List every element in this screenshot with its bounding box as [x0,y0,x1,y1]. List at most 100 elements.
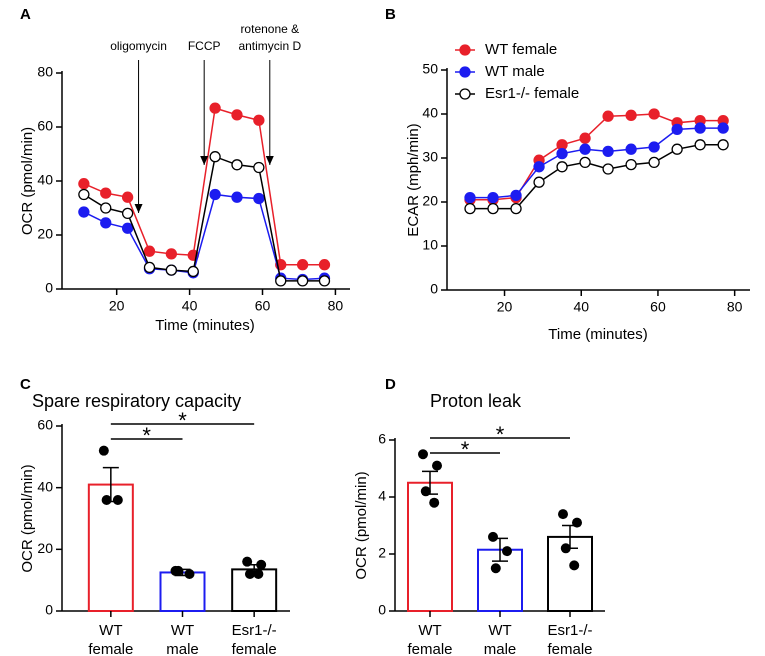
y-tick-label: 10 [422,237,438,253]
marker [121,191,134,203]
marker [209,151,221,163]
line [83,193,325,281]
x-axis-label: Time (minutes) [155,317,254,334]
y-tick-label: 60 [37,118,53,134]
marker [579,143,591,155]
y-axis-label: OCR (pmol/min) [353,471,370,579]
marker [318,275,331,287]
x-tick-label: 20 [109,298,125,314]
x-tick-label: male [166,641,199,656]
marker [671,123,683,136]
significance-label: * [178,408,187,433]
marker [579,132,591,144]
arrow-head [265,156,274,165]
data-point [572,517,582,528]
marker [648,108,660,120]
annotation: FCCP [188,39,221,53]
data-point [569,560,580,571]
data-point [244,569,255,579]
data-point [560,543,571,554]
data-point [98,445,109,456]
marker [717,122,729,134]
marker [253,114,265,126]
marker [625,109,637,121]
y-tick-label: 0 [378,602,386,618]
data-point [184,569,195,579]
data-point [173,565,184,576]
annotation: oligomycin [110,39,167,53]
y-tick-label: 20 [422,193,438,209]
x-tick-label: WT [488,622,511,639]
x-tick-label: 40 [573,299,589,315]
y-tick-label: 40 [37,172,53,188]
marker [694,122,706,134]
marker [296,259,309,271]
x-tick-label: 80 [328,298,344,314]
data-point [432,460,442,471]
marker [510,202,522,215]
data-point [420,486,431,497]
y-tick-label: 0 [45,602,53,618]
chart-title: Proton leak [430,391,522,411]
marker [648,156,660,169]
y-tick-label: 40 [37,478,53,494]
x-tick-label: female [407,641,452,656]
data-point [418,449,428,460]
marker [648,141,660,153]
y-tick-label: 20 [37,226,53,242]
marker [78,188,90,201]
legend-label: Esr1-/- female [485,85,579,102]
x-tick-label: 60 [255,298,271,314]
y-tick-label: 80 [37,64,53,80]
legend-marker [459,44,471,56]
marker [100,187,112,199]
marker [625,143,637,155]
y-tick-label: 20 [37,540,53,556]
data-point [253,569,264,579]
marker [625,158,637,171]
y-tick-label: 50 [422,61,438,77]
y-tick-label: 40 [422,105,438,121]
x-tick-label: male [484,641,517,656]
marker [487,191,499,204]
marker [231,159,243,171]
marker [556,147,568,160]
x-tick-label: Esr1-/- [548,622,593,639]
y-tick-label: 30 [422,149,438,165]
x-tick-label: 40 [182,298,198,314]
annotation: antimycin D [238,39,301,53]
marker [78,206,90,218]
data-point [488,531,498,542]
bar [159,571,206,612]
y-tick-label: 0 [45,280,53,296]
data-point [256,559,267,570]
marker [121,222,134,234]
marker [231,191,243,203]
data-point [429,497,440,508]
marker [717,139,729,151]
significance-label: * [142,423,151,448]
x-tick-label: female [88,641,133,656]
marker [579,156,591,169]
data-point [502,546,512,557]
x-tick-label: Esr1-/- [232,622,277,639]
marker [510,189,522,202]
annotation: rotenone & [240,22,299,36]
data-point [242,556,253,567]
x-tick-label: WT [99,622,122,639]
x-tick-label: WT [171,622,194,639]
marker [487,202,499,215]
marker [78,178,90,190]
marker [121,207,134,220]
marker [464,191,476,204]
data-point [490,563,501,574]
significance-label: * [496,422,505,447]
line [470,113,724,201]
x-tick-label: 80 [727,299,743,315]
y-axis-label: ECAR (mph/min) [405,123,422,236]
marker [253,192,265,205]
y-tick-label: 60 [37,417,53,433]
y-axis-label: OCR (pmol/min) [19,464,36,572]
marker [464,202,476,215]
marker [275,275,287,287]
